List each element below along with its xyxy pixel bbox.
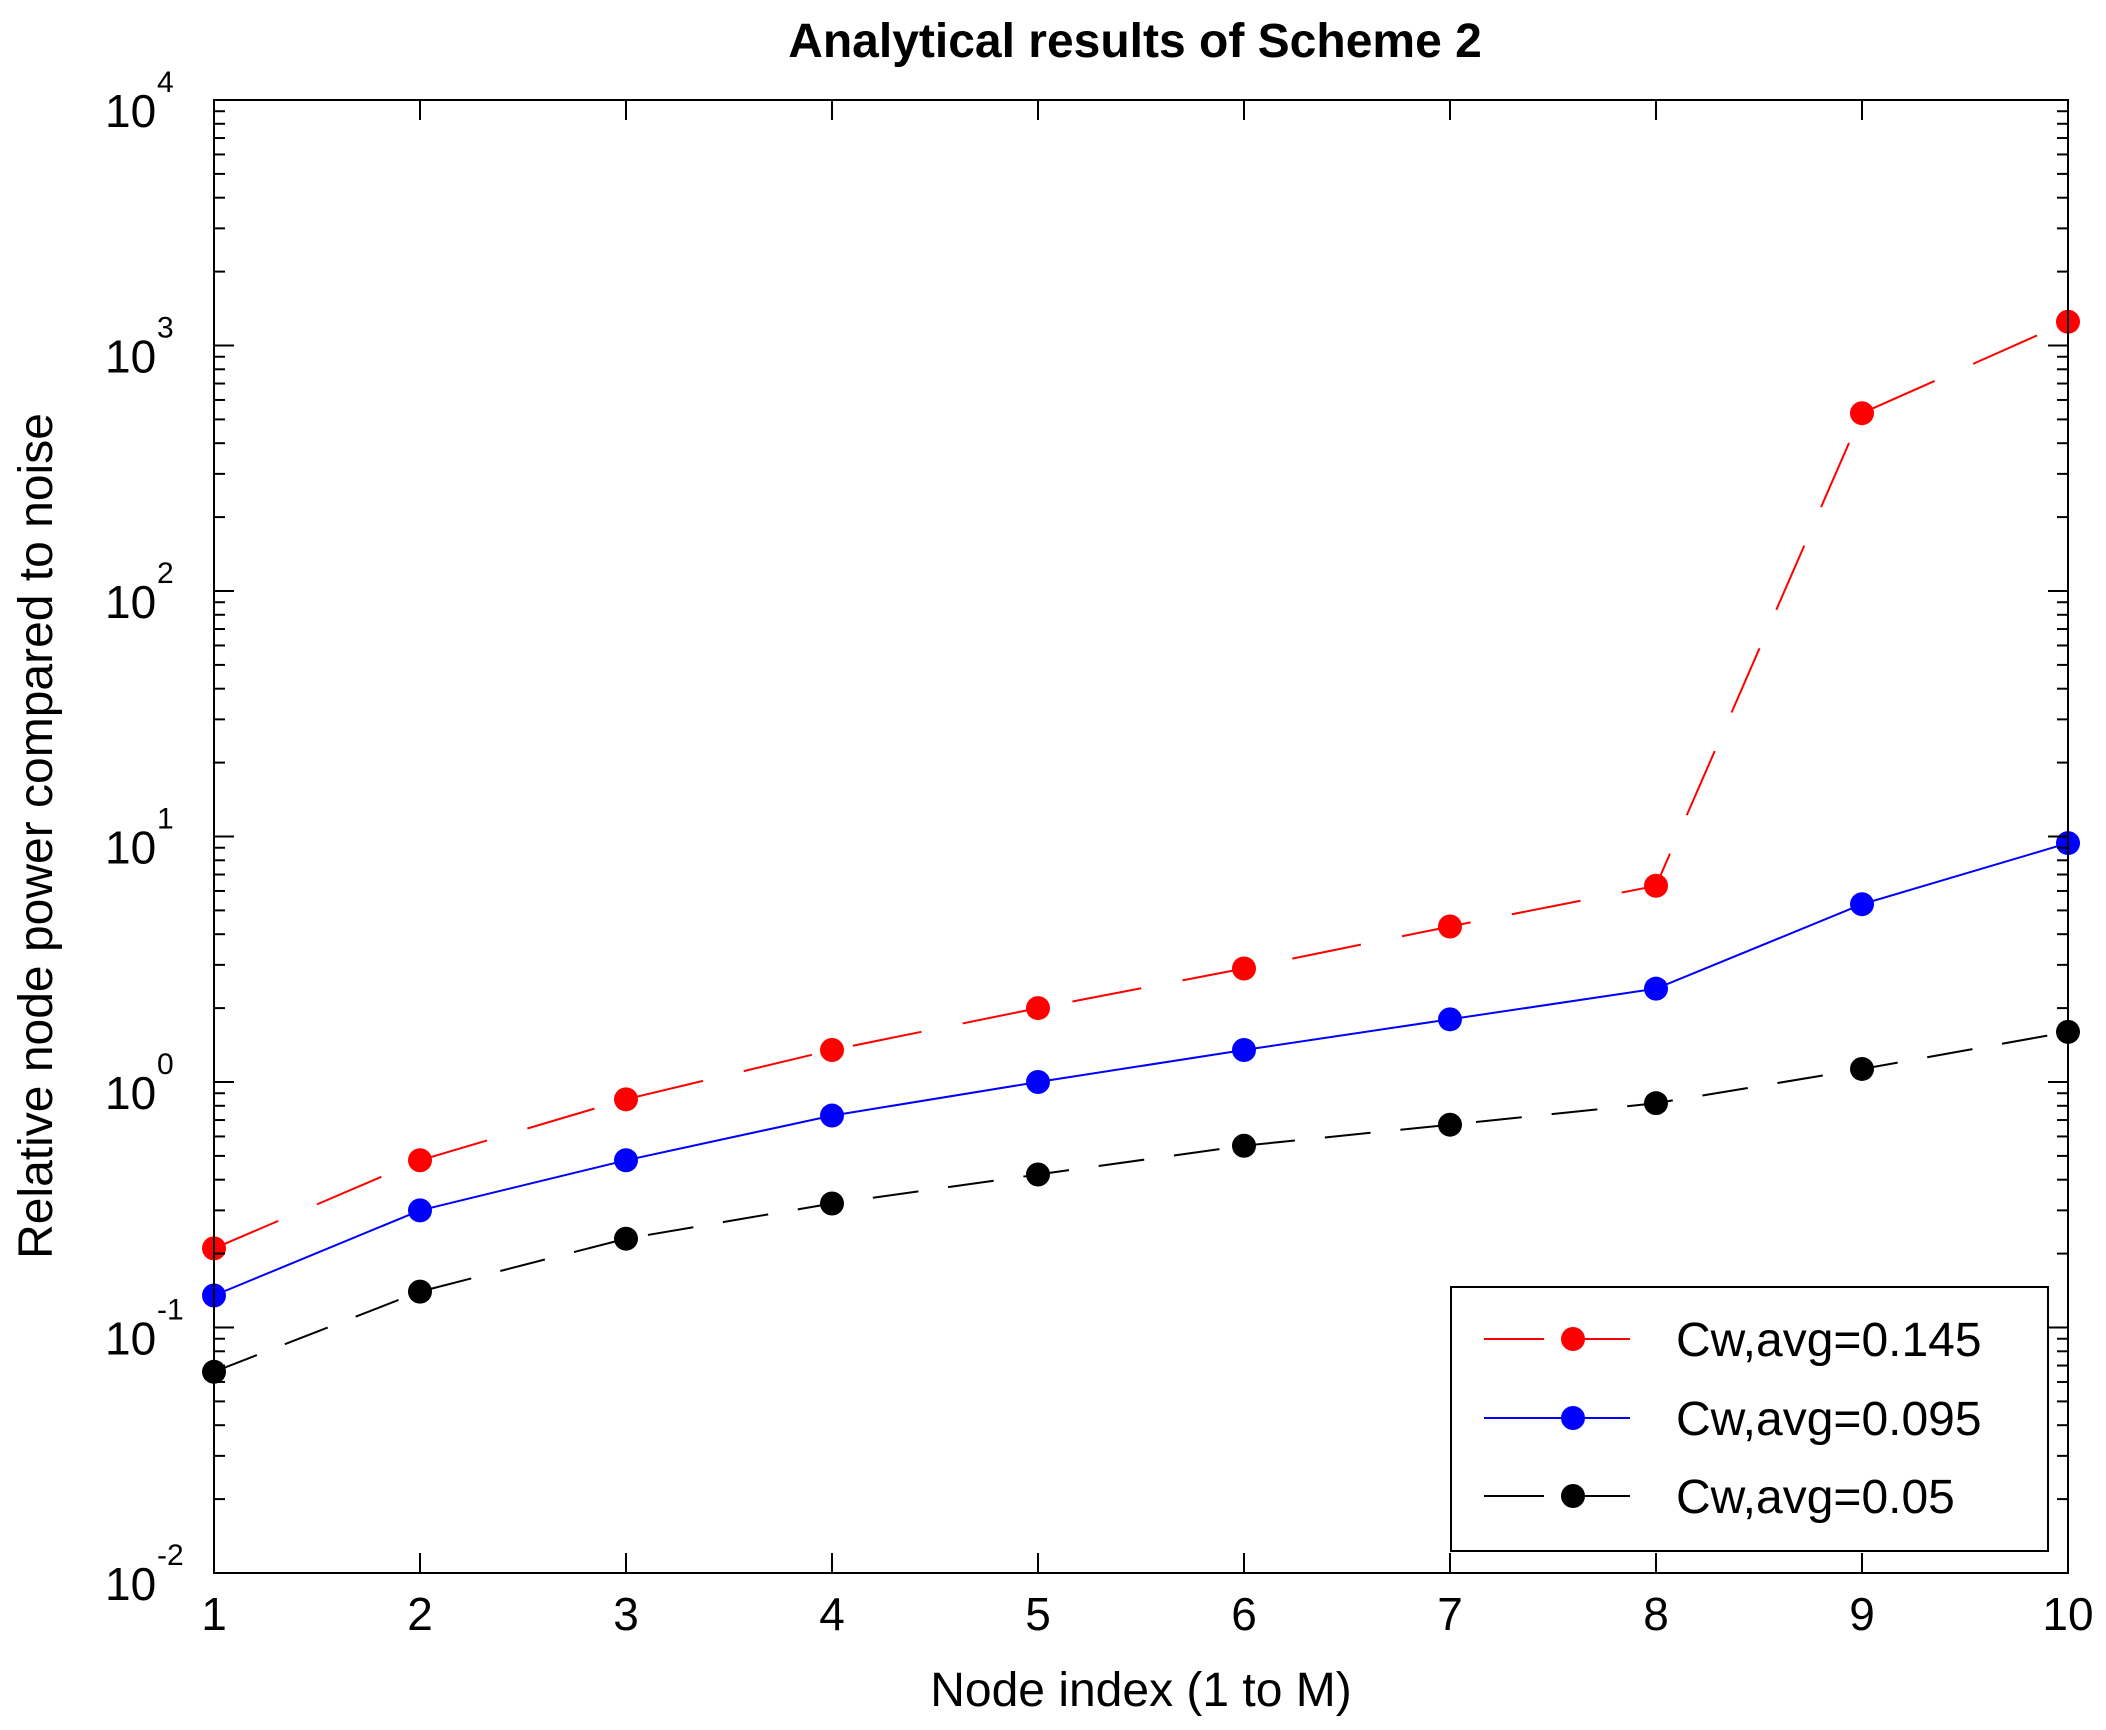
- data-point: [820, 1103, 844, 1128]
- data-point: [1438, 914, 1462, 939]
- y-tick-label: 10-2: [105, 1539, 184, 1610]
- y-tick-base: 10: [105, 1313, 156, 1365]
- data-point: [820, 1191, 844, 1216]
- legend-box: [1450, 1286, 2049, 1552]
- data-point: [1850, 401, 1874, 426]
- legend: Cw,avg=0.145 Cw,avg=0.095 Cw,avg=0.05: [1450, 1286, 2049, 1552]
- data-point: [408, 1148, 432, 1173]
- legend-label: Cw,avg=0.095: [1676, 1393, 1982, 1446]
- y-tick-label: 101: [105, 803, 174, 874]
- tick-marks: [213, 99, 2069, 1574]
- y-tick-base: 10: [105, 331, 156, 383]
- data-point: [1644, 976, 1668, 1001]
- y-tick-exponent: -2: [157, 1539, 184, 1572]
- data-point: [1026, 1162, 1050, 1187]
- data-point: [1232, 956, 1256, 981]
- x-tick-label: 3: [613, 1588, 639, 1640]
- data-point: [1232, 1038, 1256, 1063]
- data-point: [614, 1087, 638, 1112]
- y-tick-base: 10: [105, 576, 156, 628]
- data-point: [614, 1148, 638, 1173]
- legend-entry-3: Cw,avg=0.05: [1484, 1471, 1955, 1524]
- y-tick-base: 10: [105, 85, 156, 137]
- data-point: [614, 1226, 638, 1251]
- x-tick-label: 6: [1231, 1588, 1257, 1640]
- series-line: [213, 842, 2069, 1297]
- x-tick-label: 5: [1025, 1588, 1051, 1640]
- x-tick-labels: 1 2 3 4 5 6 7 8 9 10: [201, 1588, 2093, 1640]
- data-point: [1850, 1056, 1874, 1081]
- data-point: [1026, 996, 1050, 1021]
- y-tick-exponent: -1: [157, 1294, 184, 1327]
- legend-entry-2: Cw,avg=0.095: [1484, 1393, 1982, 1446]
- x-tick-label: 10: [2042, 1588, 2093, 1640]
- data-point: [1850, 892, 1874, 917]
- y-tick-label: 102: [105, 557, 174, 628]
- data-point: [1026, 1070, 1050, 1094]
- data-point: [1644, 1091, 1668, 1116]
- y-tick-exponent: 0: [157, 1048, 174, 1081]
- y-axis-label: Relative node power compared to noise: [10, 413, 63, 1259]
- y-tick-base: 10: [105, 822, 156, 874]
- y-tick-exponent: 2: [157, 557, 174, 590]
- x-tick-label: 7: [1437, 1588, 1463, 1640]
- y-tick-label: 10-1: [105, 1294, 184, 1365]
- data-point: [408, 1279, 432, 1304]
- legend-marker: [1561, 1484, 1585, 1508]
- series-2: [202, 831, 2080, 1308]
- x-axis-label: Node index (1 to M): [930, 1664, 1352, 1717]
- y-tick-exponent: 3: [157, 312, 174, 345]
- legend-marker: [1561, 1406, 1585, 1430]
- y-tick-exponent: 1: [157, 803, 174, 836]
- y-tick-base: 10: [105, 1558, 156, 1610]
- x-tick-label: 8: [1643, 1588, 1669, 1640]
- legend-entry-1: Cw,avg=0.145: [1484, 1314, 1982, 1367]
- data-point: [820, 1038, 844, 1063]
- y-tick-base: 10: [105, 1067, 156, 1119]
- x-tick-label: 9: [1849, 1588, 1875, 1640]
- series-line: [213, 320, 2069, 1250]
- data-point: [1644, 873, 1668, 898]
- y-tick-exponent: 4: [157, 66, 174, 99]
- data-point: [1438, 1007, 1462, 1032]
- x-tick-label: 1: [201, 1588, 227, 1640]
- legend-label: Cw,avg=0.05: [1676, 1471, 1955, 1524]
- x-tick-label: 4: [819, 1588, 845, 1640]
- legend-marker: [1561, 1327, 1585, 1351]
- x-tick-label: 2: [407, 1588, 433, 1640]
- series-line: [213, 1030, 2069, 1373]
- data-point: [1232, 1133, 1256, 1158]
- chart-title: Analytical results of Scheme 2: [788, 15, 1482, 68]
- y-tick-label: 104: [105, 66, 174, 137]
- y-tick-label: 100: [105, 1048, 174, 1119]
- data-point: [1438, 1112, 1462, 1137]
- data-point: [408, 1198, 432, 1223]
- y-tick-label: 103: [105, 312, 174, 383]
- legend-label: Cw,avg=0.145: [1676, 1314, 1982, 1367]
